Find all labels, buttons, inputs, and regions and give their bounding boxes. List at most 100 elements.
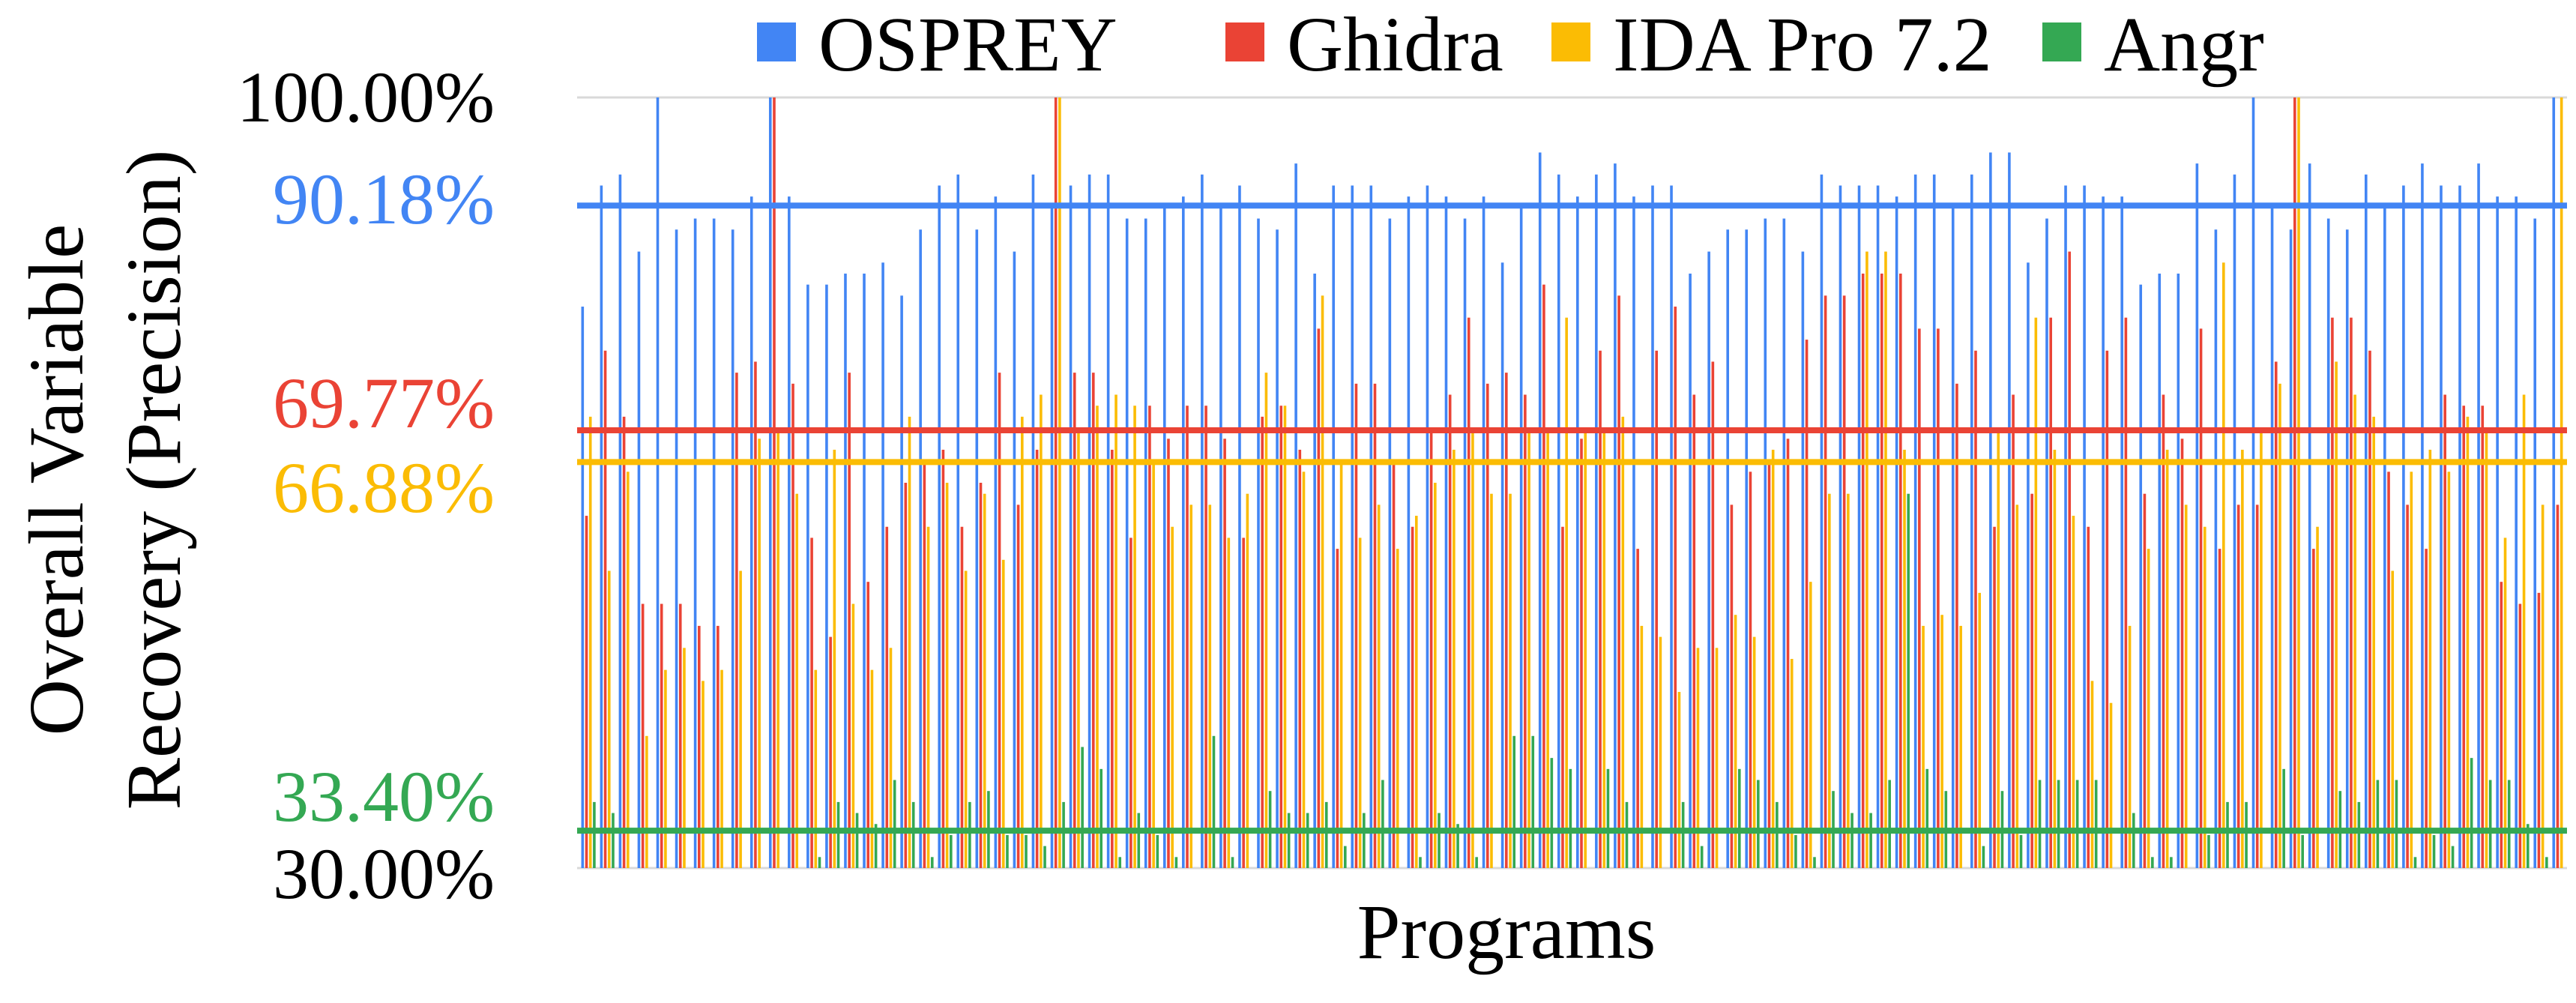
bar-ida-pro-7-2 xyxy=(2072,516,2075,868)
legend-label: OSPREY xyxy=(818,1,1117,88)
bar-ida-pro-7-2 xyxy=(1246,493,1249,868)
bar-ida-pro-7-2 xyxy=(1715,648,1719,868)
bar-osprey xyxy=(2477,163,2480,869)
bar-ghidra xyxy=(1730,504,1734,868)
bar-osprey xyxy=(2383,207,2386,868)
bar-osprey xyxy=(2308,163,2311,869)
bar-ghidra xyxy=(1016,504,1020,868)
bar-osprey xyxy=(1482,196,1485,868)
bar-ida-pro-7-2 xyxy=(964,570,968,868)
bar-ghidra xyxy=(1223,439,1226,868)
bar-ida-pro-7-2 xyxy=(1001,559,1005,868)
bar-angr xyxy=(911,801,915,868)
bar-ida-pro-7-2 xyxy=(1189,504,1193,868)
bar-osprey xyxy=(788,196,791,868)
bar-ghidra xyxy=(2406,504,2409,868)
bar-osprey xyxy=(2102,196,2105,868)
bar-ghidra xyxy=(2012,394,2015,868)
bar-ghidra xyxy=(1974,350,1977,868)
bar-ida-pro-7-2 xyxy=(1865,251,1868,869)
bar-ghidra xyxy=(2556,504,2560,868)
bar-osprey xyxy=(1876,185,1880,869)
bar-angr xyxy=(1531,735,1535,868)
bar-ida-pro-7-2 xyxy=(870,669,874,868)
bar-angr xyxy=(1081,747,1084,868)
average-label-ida-pro-7-2: 66.88% xyxy=(273,448,495,528)
bar-osprey xyxy=(1463,218,1467,868)
bar-ida-pro-7-2 xyxy=(607,570,611,868)
bar-ghidra xyxy=(2350,317,2353,869)
bar-ghidra xyxy=(2312,549,2315,868)
bar-osprey xyxy=(2345,229,2349,869)
bar-ida-pro-7-2 xyxy=(1058,97,1061,868)
bar-osprey xyxy=(1407,196,1411,868)
bar-angr xyxy=(1700,846,1704,868)
bar-osprey xyxy=(1576,196,1579,868)
bar-ida-pro-7-2 xyxy=(1828,493,1831,868)
bar-ghidra xyxy=(1955,383,1958,869)
bar-ghidra xyxy=(1054,97,1058,868)
bar-angr xyxy=(1381,780,1384,868)
bar-osprey xyxy=(2533,218,2537,868)
bar-osprey xyxy=(1951,207,1955,868)
bar-angr xyxy=(1156,834,1159,868)
bar-osprey xyxy=(1369,185,1373,869)
bar-ghidra xyxy=(1674,307,1677,868)
bar-angr xyxy=(1625,801,1629,868)
bar-angr xyxy=(2470,758,2473,868)
bar-osprey xyxy=(2270,207,2274,868)
x-axis-label: Programs xyxy=(1357,889,1656,975)
bar-ida-pro-7-2 xyxy=(1659,636,1662,868)
bar-osprey xyxy=(900,295,903,869)
bar-ghidra xyxy=(1899,273,1902,869)
bar-ida-pro-7-2 xyxy=(2560,97,2563,868)
bar-osprey xyxy=(2008,152,2011,868)
bar-ghidra xyxy=(1204,406,1207,868)
bar-ida-pro-7-2 xyxy=(1171,526,1174,868)
bar-ida-pro-7-2 xyxy=(1414,516,1418,868)
bar-osprey xyxy=(2083,185,2086,869)
bar-osprey xyxy=(1595,174,1598,869)
bar-ghidra xyxy=(1186,406,1189,868)
bar-ida-pro-7-2 xyxy=(702,681,705,868)
bar-osprey xyxy=(1970,174,1973,869)
bar-ghidra xyxy=(2255,504,2259,868)
bar-angr xyxy=(1137,813,1141,868)
bar-ghidra xyxy=(960,526,964,868)
bar-ida-pro-7-2 xyxy=(720,669,723,868)
bar-ghidra xyxy=(2218,549,2221,868)
bar-ida-pro-7-2 xyxy=(1471,427,1474,868)
bar-ida-pro-7-2 xyxy=(2410,472,2413,868)
bar-osprey xyxy=(2552,97,2556,868)
bar-ghidra xyxy=(848,373,851,868)
bar-ida-pro-7-2 xyxy=(833,449,836,868)
bar-ghidra xyxy=(2124,317,2128,869)
bar-angr xyxy=(1062,801,1065,868)
bar-ghidra xyxy=(2331,317,2334,869)
bar-ida-pro-7-2 xyxy=(2372,416,2375,868)
bar-ghidra xyxy=(998,373,1001,868)
bar-angr xyxy=(874,824,878,868)
bar-ida-pro-7-2 xyxy=(1997,427,2000,868)
bar-ghidra xyxy=(1279,406,1283,868)
bar-angr xyxy=(818,857,821,868)
bar-ghidra xyxy=(603,350,607,868)
bar-osprey xyxy=(637,251,641,869)
bar-osprey xyxy=(1670,185,1673,869)
average-label-angr: 33.40% xyxy=(273,756,495,837)
bar-angr xyxy=(2488,780,2492,868)
bar-ghidra xyxy=(1091,373,1095,868)
bar-angr xyxy=(2357,801,2361,868)
bar-osprey xyxy=(1782,218,1786,868)
bar-osprey xyxy=(975,229,979,869)
average-label-ghidra: 69.77% xyxy=(273,363,495,443)
bar-osprey xyxy=(618,174,622,869)
bar-osprey xyxy=(1538,152,1542,868)
bar-ida-pro-7-2 xyxy=(851,603,855,868)
y-axis-label-line-2: Recovery (Precision) xyxy=(111,150,197,810)
bar-ghidra xyxy=(1993,526,1996,868)
bar-ghidra xyxy=(1617,295,1620,869)
bar-ida-pro-7-2 xyxy=(1565,317,1568,869)
bar-ghidra xyxy=(1336,549,1339,868)
bar-ghidra xyxy=(2236,504,2240,868)
